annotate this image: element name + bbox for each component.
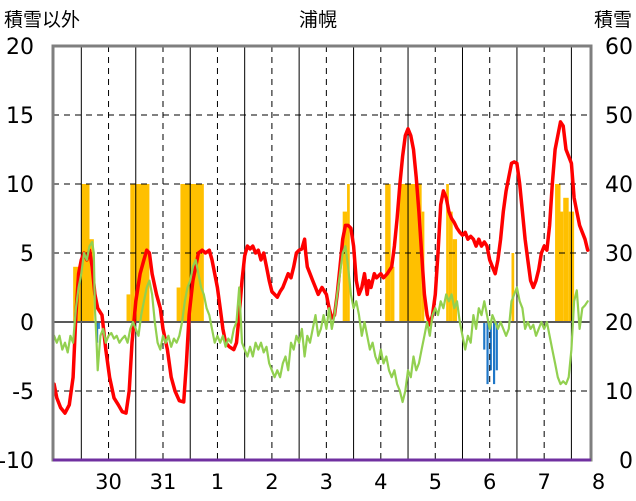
orange-bar-8 xyxy=(342,211,348,322)
left-tick-label: -10 xyxy=(0,449,34,474)
left-tick-label: 20 xyxy=(6,35,34,60)
blue-bar-2 xyxy=(483,322,486,350)
orange-bar-15 xyxy=(448,211,453,322)
x-tick-label: 4 xyxy=(374,470,387,494)
left-tick-label: 15 xyxy=(6,104,34,129)
blue-bar-0 xyxy=(96,322,99,343)
left-tick-label: 0 xyxy=(20,311,34,336)
x-tick-label: 3 xyxy=(320,470,333,494)
left-axis-title: 積雪以外 xyxy=(4,9,80,31)
right-tick-label: 10 xyxy=(605,380,633,405)
right-tick-label: 0 xyxy=(619,449,633,474)
left-tick-label: 5 xyxy=(20,242,34,267)
x-tick-label: 2 xyxy=(265,470,278,494)
orange-bar-7 xyxy=(180,184,204,322)
left-tick-label: -5 xyxy=(12,380,34,405)
x-tick-label: 5 xyxy=(429,470,442,494)
right-tick-label: 60 xyxy=(605,35,633,60)
orange-bar-14 xyxy=(446,184,449,322)
orange-bar-11 xyxy=(390,266,395,322)
x-tick-label: 30 xyxy=(95,470,122,494)
blue-bar-1 xyxy=(98,322,100,329)
x-tick-label: 6 xyxy=(483,470,496,494)
x-tick-label: 8 xyxy=(592,470,605,494)
x-tick-label: 31 xyxy=(150,470,177,494)
right-tick-label: 40 xyxy=(605,173,633,198)
left-tick-label: 10 xyxy=(6,173,34,198)
blue-bar-3 xyxy=(486,322,489,385)
blue-bar-4 xyxy=(489,322,492,371)
orange-bar-17 xyxy=(511,253,515,322)
x-tick-label: 7 xyxy=(537,470,550,494)
right-tick-label: 30 xyxy=(605,242,633,267)
orange-bar-9 xyxy=(347,184,350,322)
orange-bar-2 xyxy=(89,239,94,322)
orange-bar-20 xyxy=(563,197,569,322)
x-tick-label: 1 xyxy=(211,470,224,494)
orange-bar-3 xyxy=(126,294,131,322)
orange-bar-6 xyxy=(176,287,181,322)
green-series-line xyxy=(53,240,589,404)
orange-bar-16 xyxy=(452,239,458,322)
blue-bar-5 xyxy=(492,322,496,385)
right-axis-title: 積雪 xyxy=(594,9,632,31)
chart-title: 浦幌 xyxy=(299,9,337,31)
right-tick-label: 20 xyxy=(605,311,633,336)
orange-bar-19 xyxy=(560,211,564,322)
right-tick-label: 50 xyxy=(605,104,633,129)
orange-bar-18 xyxy=(555,184,561,322)
grid-layer xyxy=(53,46,591,460)
blue-bar-6 xyxy=(495,322,498,371)
lines-layer xyxy=(52,120,590,415)
